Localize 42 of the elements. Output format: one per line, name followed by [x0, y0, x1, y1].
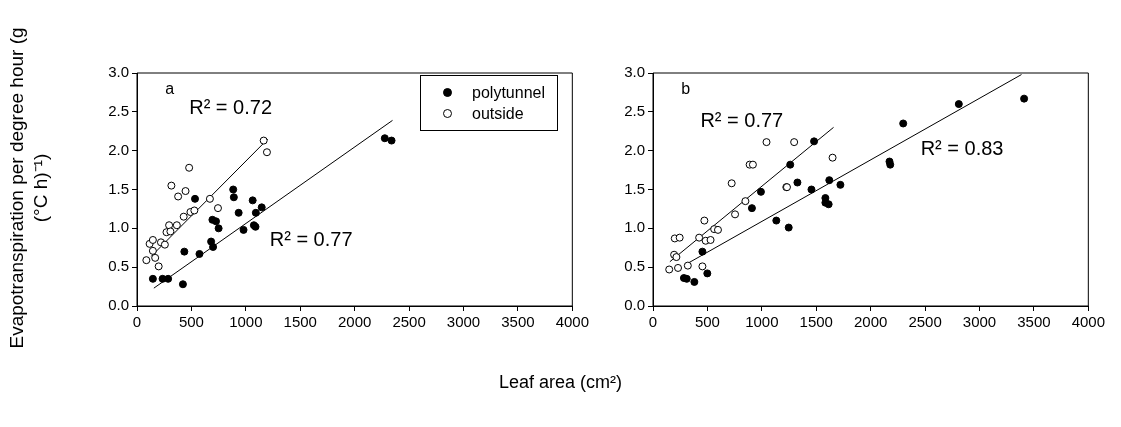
- y-tick-label: 0.5: [108, 257, 129, 275]
- y-axis-title: Evapotranspiration per degree hour (g (°C h)⁻¹): [5, 26, 52, 351]
- x-tick-label: 2500: [392, 313, 426, 331]
- y-tick-label: 1.5: [108, 179, 129, 197]
- y-tick-label: 3.0: [624, 63, 645, 81]
- x-tick-label: 0: [648, 313, 658, 331]
- x-tick-label: 0: [132, 313, 142, 331]
- y-tick-label: 0.0: [108, 296, 129, 314]
- annotation: b: [681, 79, 691, 97]
- annotation: R² = 0.77: [269, 228, 353, 251]
- y-tick-label: 0.5: [624, 257, 645, 275]
- y-tick-label: 2.0: [624, 140, 645, 158]
- x-tick-label: 3500: [501, 313, 535, 331]
- y-tick-label: 2.5: [108, 101, 129, 119]
- x-tick-label: 1000: [229, 313, 263, 331]
- x-tick-label: 4000: [555, 313, 589, 331]
- x-tick-label: 3500: [1017, 313, 1051, 331]
- x-tick-label: 1500: [799, 313, 833, 331]
- x-tick-label: 2000: [337, 313, 372, 331]
- x-tick-label: 3000: [962, 313, 997, 331]
- x-tick-label: 2000: [853, 313, 888, 331]
- x-tick-label: 500: [178, 313, 204, 331]
- y-tick-label: 1.0: [108, 218, 129, 236]
- x-tick-label: 4000: [1071, 313, 1105, 331]
- x-tick-label: 2500: [908, 313, 942, 331]
- y-tick-label: 1.5: [624, 179, 645, 197]
- annotation: R² = 0.83: [920, 137, 1004, 160]
- x-tick-label: 1000: [745, 313, 779, 331]
- legend-label: polytunnel: [472, 83, 545, 102]
- x-tick-label: 1500: [283, 313, 317, 331]
- annotation: R² = 0.72: [189, 96, 273, 119]
- y-tick-label: 3.0: [108, 63, 129, 81]
- annotation: a: [165, 79, 175, 97]
- x-tick-label: 500: [694, 313, 720, 331]
- y-tick-label: 0.0: [624, 296, 645, 314]
- y-tick-label: 2.0: [108, 140, 129, 158]
- annotation: R² = 0.77: [700, 109, 784, 132]
- y-tick-label: 1.0: [624, 218, 645, 236]
- x-tick-label: 3000: [446, 313, 481, 331]
- y-tick-label: 2.5: [624, 101, 645, 119]
- legend-label: outside: [472, 104, 524, 123]
- x-axis-title: Leaf area (cm²): [497, 372, 623, 393]
